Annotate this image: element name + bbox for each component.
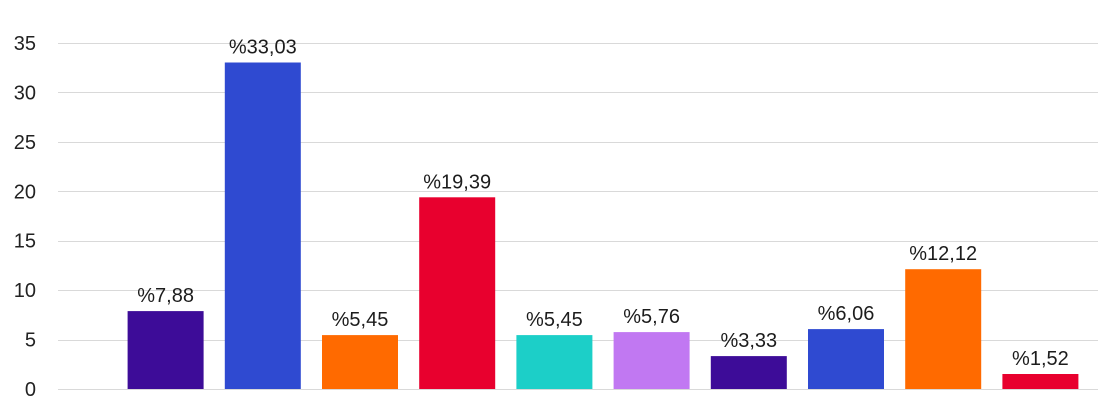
bars — [127, 62, 1079, 389]
y-tick-label: 10 — [14, 280, 36, 302]
y-axis: 0 5 10 15 20 25 30 35 — [14, 33, 36, 401]
y-tick-label: 15 — [14, 231, 36, 253]
bar-value-label: %33,03 — [229, 37, 297, 59]
bar-value-label: %6,06 — [818, 303, 875, 325]
bar-value-label: %12,12 — [909, 243, 977, 265]
data-labels: %7,88 %33,03 %5,45 %19,39 %5,45 %5,76 %3,33 %6,… — [137, 37, 1069, 371]
bar-value-label: %5,45 — [526, 309, 583, 331]
bar — [808, 329, 884, 389]
y-tick-label: 5 — [25, 330, 36, 352]
y-tick-label: 30 — [14, 82, 36, 104]
bar-value-label: %7,88 — [137, 285, 194, 307]
bar — [613, 332, 690, 389]
bar-value-label: %5,76 — [623, 306, 680, 328]
bar-value-label: %5,45 — [332, 309, 389, 331]
bar — [1002, 374, 1079, 389]
bar-value-label: %3,33 — [720, 330, 777, 352]
y-tick-label: 20 — [14, 181, 36, 203]
bar — [905, 269, 982, 389]
bar — [127, 311, 204, 389]
bar — [516, 335, 593, 389]
y-tick-label: 0 — [25, 379, 36, 401]
bar — [224, 62, 301, 389]
y-tick-label: 25 — [14, 132, 36, 154]
bar — [419, 197, 496, 389]
bar-value-label: %1,52 — [1012, 348, 1069, 370]
bar — [710, 356, 787, 389]
y-tick-label: 35 — [14, 33, 36, 55]
bar-value-label: %19,39 — [423, 171, 491, 193]
bar — [322, 335, 398, 389]
